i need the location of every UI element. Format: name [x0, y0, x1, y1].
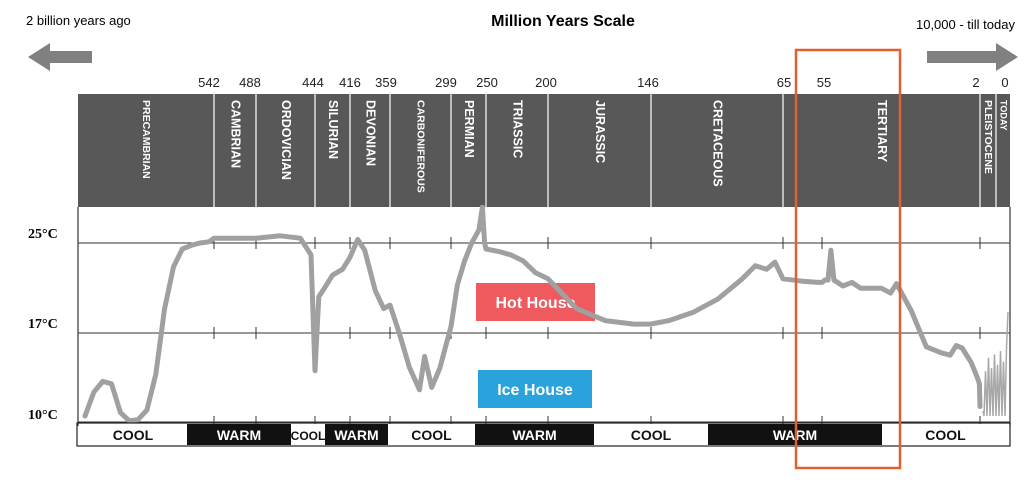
recent-oscillation-line — [982, 311, 1009, 417]
period-label-triassic: TRIASSIC — [511, 100, 525, 158]
climate-segment-warm — [475, 424, 594, 445]
time-tick-label: 359 — [375, 75, 397, 90]
period-label-permian: PERMIAN — [462, 100, 476, 158]
ice-house-box — [478, 370, 592, 408]
period-label-today: TODAY — [999, 100, 1009, 131]
period-label-cambrian: CAMBRIAN — [229, 100, 243, 168]
chart-title: Million Years Scale — [491, 13, 635, 30]
climate-segment-cool — [388, 424, 475, 445]
recent-oscillation-marks — [982, 311, 1009, 417]
time-tick-label: 416 — [339, 75, 361, 90]
period-label-cretaceous: CRETACEOUS — [711, 100, 725, 187]
climate-label: WARM — [334, 427, 378, 443]
climate-segment-warm — [325, 424, 388, 445]
climate-segment-cool — [291, 424, 325, 445]
hot-house-box — [476, 283, 595, 321]
climate-label: COOL — [113, 427, 154, 443]
climate-segment-warm — [187, 424, 291, 445]
climate-segment-cool — [882, 424, 1009, 445]
time-tick-label: 65 — [777, 75, 791, 90]
climate-label: COOL — [631, 427, 672, 443]
time-tick-label: 55 — [817, 75, 831, 90]
time-tick-label: 0 — [1001, 75, 1008, 90]
period-label-jurassic: JURASSIC — [593, 100, 607, 163]
period-label-carboniferous: CARBONIFEROUS — [415, 100, 427, 193]
y-tick-25: 25°C — [28, 227, 58, 242]
period-label-tertiary: TERTIARY — [875, 100, 889, 163]
period-band — [78, 94, 1010, 207]
climate-segment-cool — [79, 424, 187, 445]
time-tick-label: 299 — [435, 75, 457, 90]
climate-bar-frame — [76, 422, 1011, 447]
climate-label: COOL — [925, 427, 966, 443]
time-tick-label: 250 — [476, 75, 498, 90]
period-label-ordovician: ORDOVICIAN — [279, 100, 293, 180]
y-tick-10: 10°C — [28, 408, 58, 423]
time-tick-label: 542 — [198, 75, 220, 90]
tertiary-highlight-box — [794, 48, 902, 470]
right-time-label: 10,000 - till today — [916, 17, 1016, 32]
time-tick-label: 2 — [972, 75, 979, 90]
time-tick-label: 444 — [302, 75, 324, 90]
hot-house-label: Hot House — [496, 295, 576, 312]
arrow-left-icon — [28, 43, 92, 71]
time-tick-label: 146 — [637, 75, 659, 90]
temperature-series-line — [82, 204, 983, 424]
ice-house-label: Ice House — [497, 382, 573, 399]
climate-label: COOL — [411, 427, 452, 443]
climate-label: WARM — [512, 427, 556, 443]
climate-segment-cool — [594, 424, 708, 445]
time-tick-label: 488 — [239, 75, 261, 90]
time-tick-label: 200 — [535, 75, 557, 90]
climate-label: COOL — [291, 429, 326, 443]
climate-label: WARM — [217, 427, 261, 443]
period-label-pleistocene: PLEISTOCENE — [982, 100, 994, 174]
arrow-right-icon — [927, 43, 1018, 71]
period-label-silurian: SILURIAN — [326, 100, 340, 159]
period-label-devonian: DEVONIAN — [364, 100, 378, 166]
y-tick-17: 17°C — [28, 317, 58, 332]
left-time-label: 2 billion years ago — [26, 13, 131, 28]
period-label-precambrian: PRECAMBRIAN — [140, 100, 152, 179]
